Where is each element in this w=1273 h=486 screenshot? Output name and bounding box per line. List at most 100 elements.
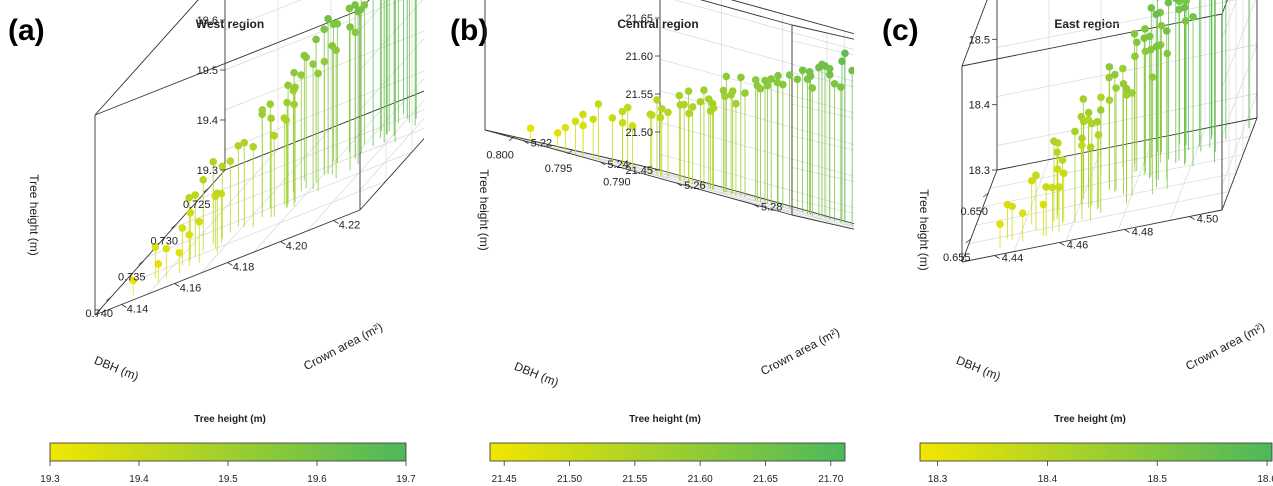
panel-letter: (c): [882, 14, 919, 47]
colorbar-tick-label: 18.4: [1038, 474, 1058, 485]
data-point: [656, 113, 665, 122]
data-point: [270, 131, 279, 140]
data-point: [774, 71, 782, 80]
data-point: [751, 76, 760, 84]
data-point: [290, 100, 298, 109]
box-outline: [94, 0, 424, 316]
data-point: [1077, 141, 1086, 150]
data-point: [185, 193, 193, 202]
z-tick-label: 21.55: [625, 89, 653, 101]
data-point: [1055, 183, 1063, 191]
data-point: [806, 72, 815, 80]
x-axis-label: DBH (m): [512, 359, 561, 389]
colorbar-tick-label: 21.50: [557, 474, 582, 485]
x-ticks: 0.650 0.655: [943, 192, 989, 264]
data-point: [837, 83, 845, 92]
data-point: [579, 110, 587, 119]
colorbar-label: Tree height (m): [629, 414, 701, 425]
data-point: [199, 175, 208, 184]
data-point: [1078, 134, 1086, 142]
data-point: [1119, 64, 1127, 73]
data-point: [1145, 32, 1154, 41]
colorbar-label: Tree height (m): [1054, 414, 1126, 425]
x-tick-label: 0.735: [118, 272, 146, 284]
data-point: [1131, 52, 1139, 61]
data-point: [1071, 127, 1079, 136]
colorbar: [489, 442, 846, 462]
z-tick-label: 21.60: [625, 51, 653, 63]
x-tick-label: 0.655: [943, 252, 971, 264]
z-tick-label: 21.45: [625, 165, 653, 177]
points: [526, 49, 854, 226]
y-tick-label: 4.50: [1197, 214, 1218, 226]
data-point: [266, 100, 275, 108]
colorbar-ticks: 18.3 18.4 18.5 18.6: [928, 461, 1273, 485]
colorbar: [919, 442, 1273, 462]
y-tick-label: 4.48: [1132, 227, 1153, 239]
data-point: [653, 96, 661, 104]
data-point: [1181, 17, 1190, 25]
data-point: [1018, 209, 1027, 218]
points: [129, 0, 417, 296]
data-point: [218, 162, 227, 171]
colorbar-ticks: 19.3 19.4 19.5 19.6 19.7: [40, 461, 416, 485]
y-axis-label: Crown area (m²): [758, 325, 842, 378]
data-point: [1042, 183, 1050, 191]
data-point: [1148, 73, 1157, 81]
z-axis-label: Tree height (m): [477, 169, 491, 251]
y-ticks: 4.44 4.46 4.48 4.50: [994, 214, 1218, 265]
data-point: [1133, 38, 1141, 47]
data-point: [658, 104, 666, 113]
data-point: [1079, 95, 1088, 103]
data-point: [1122, 84, 1131, 93]
data-point: [282, 116, 291, 125]
data-point: [151, 243, 160, 252]
x-ticks: 0.725 0.730 0.735 0.740: [85, 187, 211, 320]
panel-central: (b) Central region 21.45 21.50 21.55 21.60 21.…: [430, 0, 854, 486]
data-point: [721, 92, 729, 101]
data-point: [779, 80, 787, 89]
data-point: [297, 71, 306, 79]
data-point: [785, 71, 794, 79]
data-point: [830, 79, 839, 88]
points: [996, 0, 1250, 248]
data-point: [1147, 45, 1155, 54]
data-point: [175, 248, 184, 257]
panel-west: (a)West region19.319.419.519.619.70.7250…: [0, 0, 424, 486]
y-ticks: 5.22 5.24 5.26 5.28: [523, 138, 782, 213]
colorbar-tick-label: 21.55: [622, 474, 647, 485]
data-point: [324, 15, 332, 23]
data-point: [312, 35, 320, 44]
data-point: [186, 208, 195, 217]
data-point: [553, 129, 562, 137]
data-point: [727, 91, 735, 99]
colorbar-tick-label: 19.6: [307, 474, 327, 485]
data-point: [185, 231, 194, 239]
data-point: [1059, 169, 1068, 178]
data-point: [191, 191, 199, 199]
data-point: [838, 57, 846, 66]
data-point: [571, 117, 580, 126]
y-tick-label: 4.46: [1067, 240, 1088, 252]
data-point: [240, 138, 249, 147]
data-point: [722, 72, 731, 81]
x-axis-label: DBH (m): [92, 353, 141, 383]
y-tick-label: 4.18: [233, 262, 254, 274]
data-point: [1152, 10, 1161, 19]
x-tick-label: 0.650: [960, 206, 988, 218]
data-point: [756, 85, 765, 93]
data-point: [1111, 70, 1119, 79]
data-point: [841, 49, 849, 58]
data-point: [696, 97, 705, 106]
colorbar-tick-label: 19.5: [218, 474, 238, 485]
z-tick-label: 21.65: [625, 13, 653, 25]
data-point: [283, 98, 291, 107]
data-point: [320, 25, 328, 34]
x-ticks: 0.790 0.795 0.800: [486, 136, 632, 188]
z-ticks: 19.319.419.519.619.7: [197, 15, 225, 177]
data-point: [1086, 143, 1095, 152]
data-point: [1155, 0, 1160, 1]
colorbar-tick-label: 21.70: [818, 474, 843, 485]
data-point: [1105, 63, 1114, 71]
